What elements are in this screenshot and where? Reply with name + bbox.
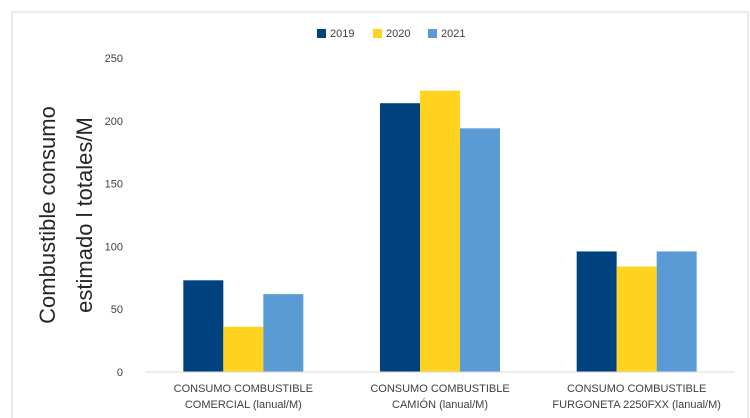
y-tick-label: 100 bbox=[105, 241, 123, 253]
bar-2021-cat-2 bbox=[657, 251, 697, 372]
x-category-label: FURGONETA 2250FXX (lanual/M) bbox=[552, 399, 721, 411]
bar-2019-cat-0 bbox=[183, 280, 223, 372]
bar-2021-cat-0 bbox=[263, 294, 303, 372]
legend-swatch-2021 bbox=[428, 29, 437, 38]
y-tick-label: 150 bbox=[105, 179, 123, 191]
y-tick-label: 50 bbox=[111, 304, 123, 316]
x-category-label: CONSUMO COMBUSTIBLE bbox=[567, 383, 706, 395]
y-axis-label-line: Combustible consumo bbox=[35, 106, 60, 324]
legend: 2019 2020 2021 bbox=[317, 28, 465, 40]
legend-swatch-2019 bbox=[317, 29, 326, 38]
bar-2020-cat-1 bbox=[420, 91, 460, 372]
bar-2019-cat-2 bbox=[577, 251, 617, 372]
y-tick-label: 250 bbox=[105, 53, 123, 65]
y-axis-label-line: estimado l totales/M bbox=[72, 117, 97, 313]
x-category-label: COMERCIAL (lanual/M) bbox=[185, 399, 302, 411]
bar-2021-cat-1 bbox=[460, 128, 500, 372]
x-category-label: CONSUMO COMBUSTIBLE bbox=[174, 383, 313, 395]
y-tick-label: 0 bbox=[117, 367, 123, 379]
bar-2019-cat-1 bbox=[380, 103, 420, 372]
bar-2020-cat-2 bbox=[617, 266, 657, 372]
x-category-label: CAMIÓN (lanual/M) bbox=[392, 398, 488, 411]
y-tick-label: 200 bbox=[105, 116, 123, 128]
bar-2020-cat-0 bbox=[223, 327, 263, 372]
legend-swatch-2020 bbox=[373, 29, 382, 38]
x-category-label: CONSUMO COMBUSTIBLE bbox=[370, 383, 509, 395]
legend-label-2021: 2021 bbox=[441, 28, 465, 40]
legend-label-2020: 2020 bbox=[386, 28, 410, 40]
legend-label-2019: 2019 bbox=[330, 28, 354, 40]
